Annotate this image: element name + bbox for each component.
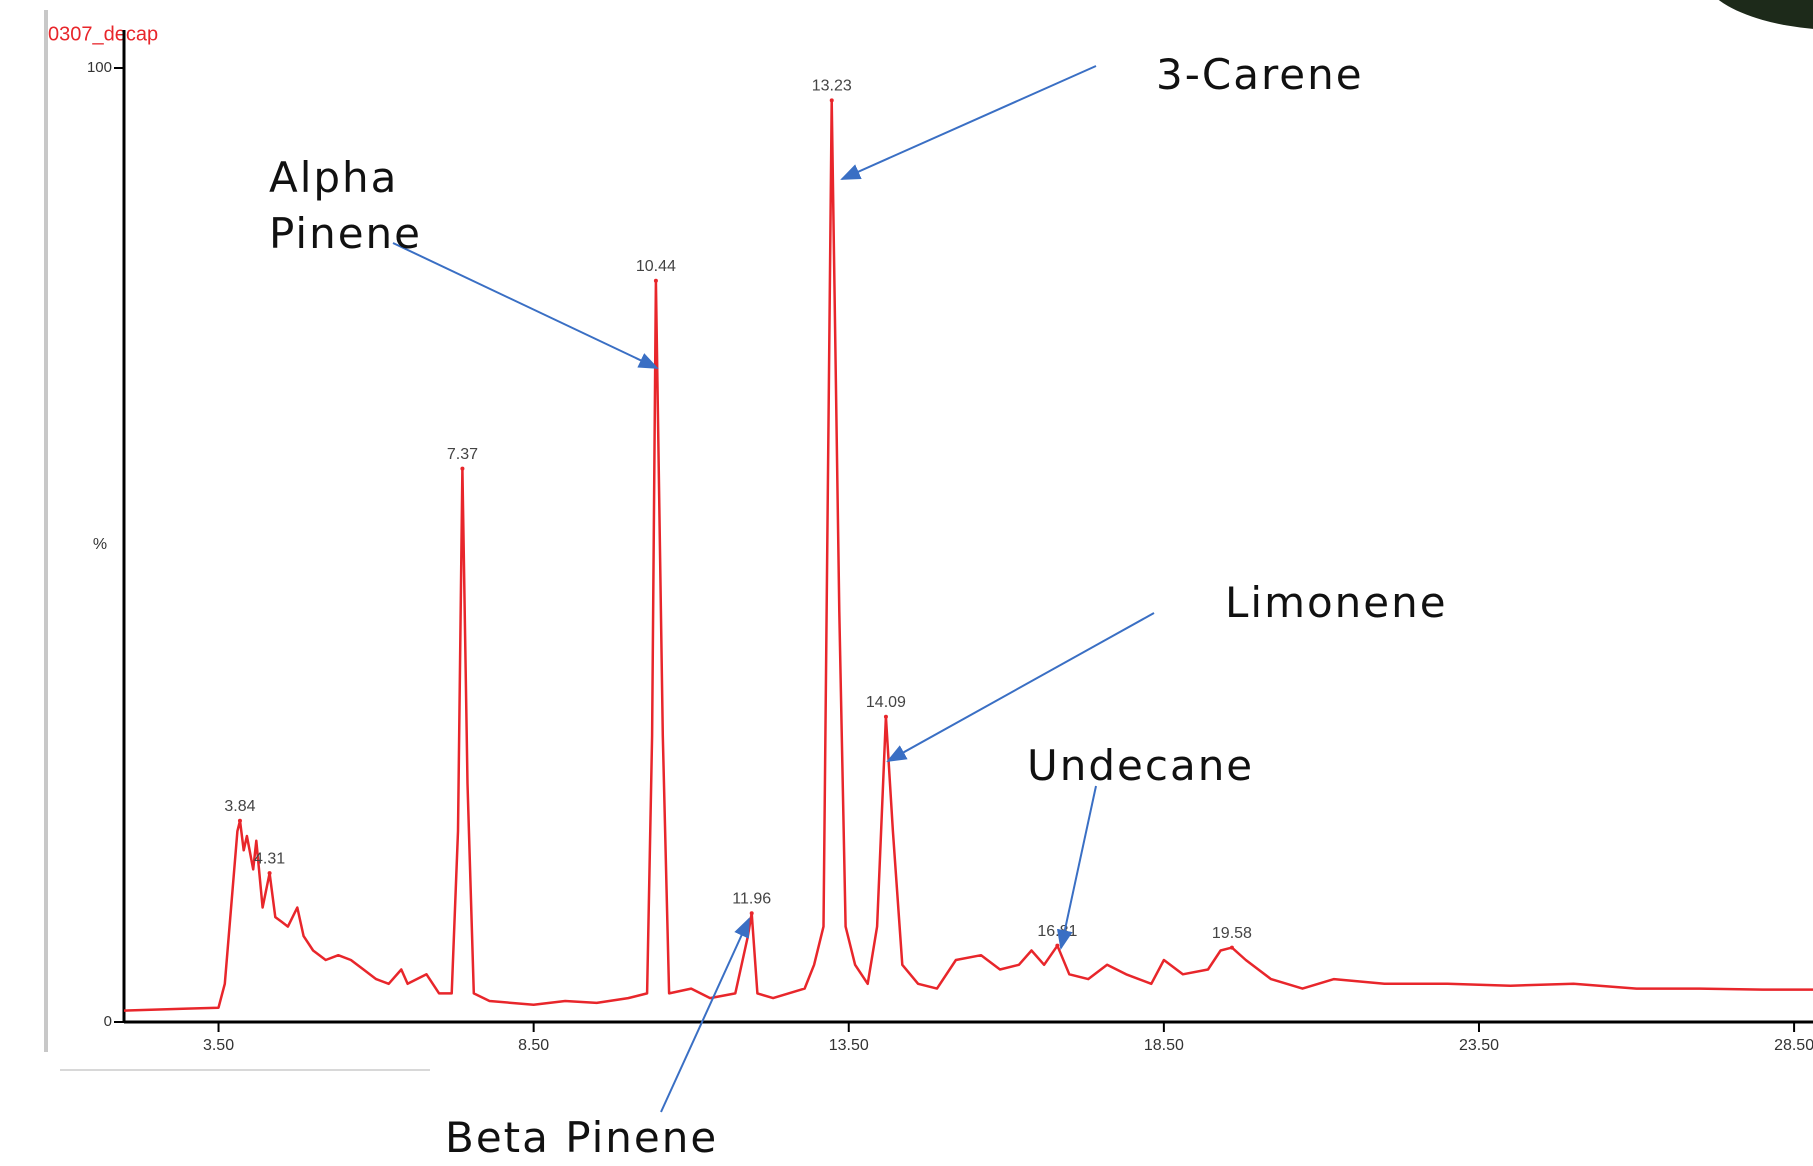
peak-label: 13.23	[812, 78, 852, 95]
chart-title: 0307_decap	[48, 23, 158, 45]
compound-annotation: Undecane	[1027, 738, 1427, 794]
corner-decoration	[1700, 0, 1813, 30]
compound-annotation: Limonene	[1225, 575, 1625, 631]
compound-annotation: Alpha Pinene	[269, 150, 499, 262]
peak-label: 10.44	[636, 258, 676, 275]
peak-apex	[750, 911, 754, 915]
peak-apex	[1055, 944, 1059, 948]
x-tick-label: 3.50	[203, 1037, 234, 1054]
peak-label: 19.58	[1212, 925, 1252, 942]
y-tick-label: 0	[104, 1013, 112, 1030]
peak-label: 14.09	[866, 694, 906, 711]
peak-apex	[460, 467, 464, 471]
x-tick-label: 8.50	[518, 1037, 549, 1054]
peak-apex	[830, 98, 834, 102]
page: {"chart_data": { "type": "line", "title"…	[0, 0, 1813, 1164]
annotation-arrow	[1061, 786, 1096, 948]
peak-apex	[268, 871, 272, 875]
peak-label: 16.81	[1037, 923, 1077, 940]
annotation-arrow	[842, 66, 1096, 179]
compound-annotation: Beta Pinene	[445, 1110, 945, 1166]
x-tick-label: 23.50	[1459, 1037, 1499, 1054]
compound-annotation: 3-Carene	[1156, 47, 1556, 103]
peak-label: 11.96	[732, 890, 771, 907]
peak-apex	[654, 279, 658, 283]
annotation-arrow	[661, 919, 749, 1112]
peak-label: 7.37	[447, 446, 478, 463]
x-tick-label: 28.50	[1774, 1037, 1813, 1054]
peak-apex	[238, 819, 242, 823]
peak-apex	[1230, 946, 1234, 950]
x-tick-label: 18.50	[1144, 1037, 1184, 1054]
peak-label: 4.31	[254, 850, 285, 867]
y-tick-label: 100	[87, 59, 112, 76]
peak-apex	[884, 715, 888, 719]
x-tick-label: 13.50	[829, 1037, 869, 1054]
peak-label: 3.84	[224, 798, 255, 815]
y-axis-label: %	[93, 536, 107, 553]
